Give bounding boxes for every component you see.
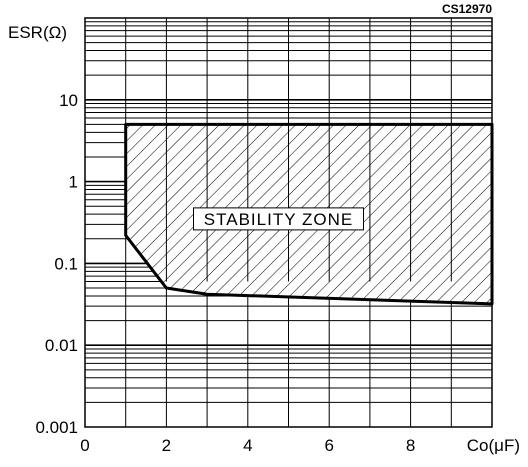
y-tick-label: 0.1	[54, 254, 78, 273]
annotation-stability-zone: STABILITY ZONE	[204, 210, 353, 229]
x-tick-label: 6	[324, 436, 333, 455]
x-tick-label: 0	[80, 436, 89, 455]
x-axis-title: Co(μF)	[467, 436, 520, 455]
plot-frame	[84, 17, 493, 428]
plot-border	[84, 17, 493, 428]
x-tick-label: 2	[162, 436, 171, 455]
y-tick-label: 10	[59, 91, 78, 110]
annotation-box	[193, 207, 364, 231]
x-tick-label: 4	[243, 436, 252, 455]
y-tick-label: 0.001	[35, 418, 78, 437]
x-tick-label: 8	[406, 436, 415, 455]
y-tick-label: 0.01	[45, 336, 78, 355]
figure-code: CS12970	[442, 2, 492, 16]
y-axis-title: ESR(Ω)	[8, 23, 67, 42]
y-tick-label: 1	[69, 173, 78, 192]
labels: STABILITY ZONE 0 2 4 6 8 0.001 0.01 0.1 1 10 ESR(Ω)…	[8, 2, 520, 455]
